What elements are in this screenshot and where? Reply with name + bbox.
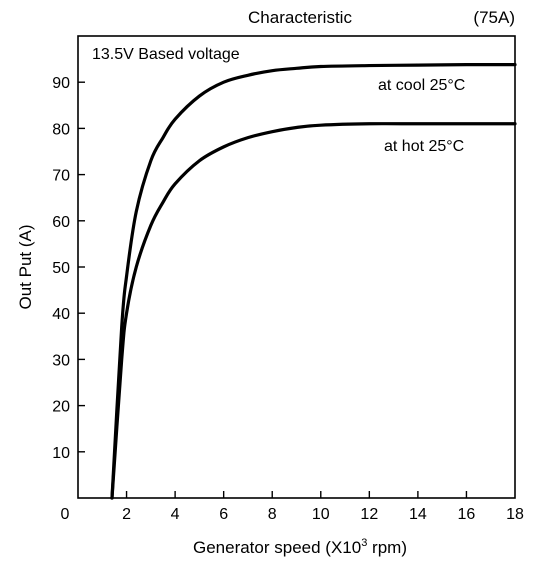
x-axis-label-end: rpm) (367, 538, 407, 557)
y-tick-label: 50 (52, 260, 70, 277)
y-tick-label: 20 (52, 399, 70, 416)
x-tick-label: 10 (312, 506, 330, 523)
series-lines (110, 63, 517, 500)
y-tick-label: 60 (52, 214, 70, 231)
chart-subtitle: (75A) (473, 8, 515, 27)
x-tick-label: 12 (360, 506, 378, 523)
legend-label-hot: at hot 25°C (384, 138, 464, 155)
chart-note: 13.5V Based voltage (92, 46, 240, 63)
x-axis-label-main: Generator speed (X10 (193, 538, 361, 557)
chart-title: Characteristic (248, 8, 352, 27)
plot-frame (77, 35, 516, 499)
series-line-hot (110, 122, 517, 500)
x-axis-label-superscript: 3 (361, 537, 367, 549)
x-tick-label: 0 (61, 506, 70, 523)
x-tick-label: 18 (506, 506, 524, 523)
y-axis-label: Out Put (A) (16, 224, 35, 309)
y-tick-label: 70 (52, 168, 70, 185)
x-axis-ticks: 0 2 4 6 8 10 12 14 16 18 (61, 491, 524, 523)
x-tick-label: 6 (219, 506, 228, 523)
y-tick-label: 90 (52, 75, 70, 92)
legend-label-cool: at cool 25°C (378, 77, 465, 94)
x-tick-label: 2 (122, 506, 131, 523)
x-axis-label: Generator speed (X103 rpm) (193, 537, 407, 557)
series-line-cool (110, 63, 517, 500)
y-tick-label: 80 (52, 121, 70, 138)
y-tick-label: 30 (52, 352, 70, 369)
y-axis-ticks: 10 20 30 40 50 60 70 80 90 (52, 75, 85, 462)
y-tick-label: 40 (52, 306, 70, 323)
y-tick-label: 10 (52, 445, 70, 462)
x-tick-label: 8 (268, 506, 277, 523)
x-tick-label: 4 (171, 506, 180, 523)
x-tick-label: 14 (409, 506, 427, 523)
x-tick-label: 16 (458, 506, 476, 523)
